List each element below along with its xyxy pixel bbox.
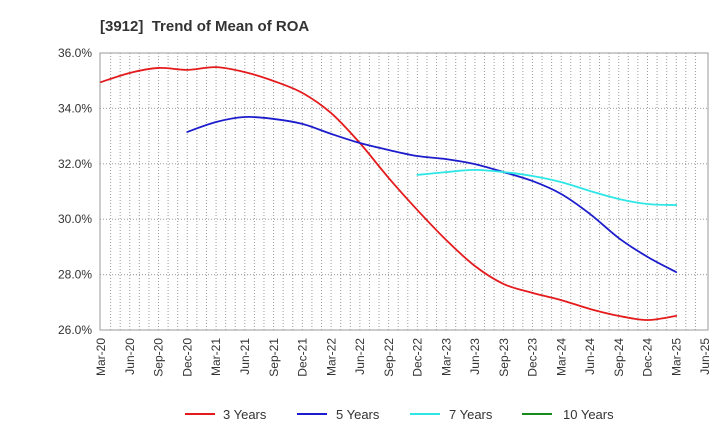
x-tick-label: Sep-24 — [612, 338, 626, 377]
y-tick-label: 26.0% — [58, 323, 92, 337]
x-tick-label: Dec-21 — [296, 338, 310, 377]
y-tick-label: 34.0% — [58, 101, 92, 115]
x-tick-label: Sep-23 — [497, 338, 511, 377]
legend-item-5-years: 5 Years — [297, 407, 380, 422]
grid-lines — [100, 53, 708, 330]
legend-label-5-years: 5 Years — [336, 407, 380, 422]
x-tick-label: Mar-22 — [324, 338, 338, 376]
x-tick-label: Jun-20 — [123, 338, 137, 375]
y-tick-label: 30.0% — [58, 212, 92, 226]
x-tick-label: Jun-25 — [698, 338, 712, 375]
x-tick-label: Jun-21 — [238, 338, 252, 375]
x-tick-label: Jun-22 — [353, 338, 367, 375]
x-tick-label: Mar-21 — [209, 338, 223, 376]
legend-label-7-years: 7 Years — [449, 407, 493, 422]
x-tick-label: Sep-22 — [382, 338, 396, 377]
x-tick-label: Jun-24 — [583, 338, 597, 375]
series-line-5-years — [186, 115, 678, 274]
x-tick-label: Mar-24 — [554, 338, 568, 376]
x-tick-label: Jun-23 — [468, 338, 482, 375]
x-tick-label: Mar-25 — [669, 338, 683, 376]
x-tick-label: Mar-23 — [439, 338, 453, 376]
y-tick-label: 36.0% — [58, 46, 92, 60]
x-tick-label: Mar-20 — [94, 338, 108, 376]
x-tick-label: Sep-21 — [267, 338, 281, 377]
x-tick-label: Dec-22 — [411, 338, 425, 377]
series-line-7-years — [416, 168, 678, 206]
x-axis-tick-labels: Mar-20 Jun-20 Sep-20 Dec-20 Mar-21 Jun-21 Sep-… — [94, 338, 712, 377]
plot-area-border — [99, 52, 709, 331]
y-tick-label: 28.0% — [58, 268, 92, 282]
series-line-3-years — [100, 66, 678, 321]
legend-label-10-years: 10 Years — [563, 407, 614, 422]
legend-label-3-years: 3 Years — [223, 407, 267, 422]
x-tick-label: Dec-20 — [180, 338, 194, 377]
x-tick-label: Dec-23 — [526, 338, 540, 377]
legend-item-3-years: 3 Years — [185, 407, 267, 422]
x-tick-label: Dec-24 — [641, 338, 655, 377]
x-tick-label: Sep-20 — [152, 338, 166, 377]
y-axis-tick-labels: 26.0% 28.0% 30.0% 32.0% 34.0% 36.0% — [58, 46, 92, 337]
y-tick-label: 32.0% — [58, 157, 92, 171]
series-lines — [100, 66, 678, 321]
chart-title: [3912] Trend of Mean of ROA — [100, 18, 309, 35]
legend-item-7-years: 7 Years — [410, 407, 493, 422]
legend-item-10-years: 10 Years — [522, 407, 614, 422]
legend: 3 Years 5 Years 7 Years 10 Years — [185, 407, 614, 422]
